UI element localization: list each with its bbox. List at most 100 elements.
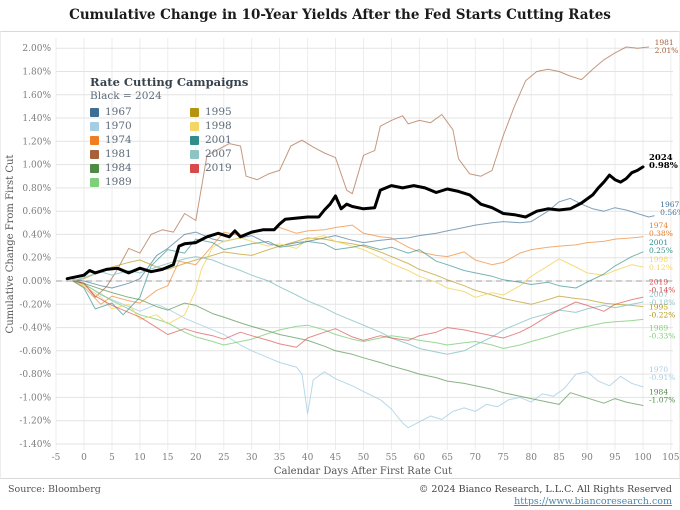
series-line-2024 (65, 165, 645, 281)
series-line-1998 (72, 235, 644, 325)
y-tick-label: -0.40% (19, 324, 51, 334)
end-label-value: -0.22% (649, 311, 675, 320)
x-axis-title: Calendar Days After First Rate Cut (274, 466, 452, 477)
chart-frame: 2.00% 1.80% 1.60% 1.40% 1.20% 1.00% 0.80% 0.60%… (0, 31, 680, 479)
y-tick-label: -0.60% (19, 347, 51, 357)
legend-label-1974: 1974 (105, 134, 132, 146)
y-axis-title: Cumulative Change From First Cut (5, 155, 16, 334)
legend-item-1970: 1970 (90, 119, 190, 133)
legend-item-1998: 1998 (190, 119, 290, 133)
x-tick-label: 75 (498, 453, 510, 463)
end-label-year: 1974 (649, 221, 668, 230)
series-line-2019 (72, 280, 644, 348)
line-chart-plot: 2.00% 1.80% 1.60% 1.40% 1.20% 1.00% 0.80% 0.60%… (5, 38, 680, 477)
copyright-text: © 2024 Bianco Research, L.L.C. All Right… (418, 484, 672, 495)
x-tick-label: 55 (386, 453, 398, 463)
legend-label-1967: 1967 (105, 106, 132, 118)
end-label-value: 0.12% (649, 263, 673, 272)
chart-legend: Rate Cutting Campaigns Black = 2024 1967… (90, 75, 300, 189)
x-tick-label: 65 (442, 453, 454, 463)
x-tick-label: 95 (609, 453, 621, 463)
end-label-year: 2001 (649, 238, 668, 247)
legend-swatch-1981 (90, 149, 99, 159)
x-tick-label: 20 (190, 453, 202, 463)
legend-label-2019: 2019 (205, 162, 232, 174)
end-label-value: -1.07% (649, 396, 675, 405)
series-line-1970 (72, 280, 644, 429)
legend-item-1995: 1995 (190, 105, 290, 119)
y-tick-label: -0.80% (19, 370, 51, 380)
x-tick-label: 15 (162, 453, 174, 463)
x-tick-label: 40 (302, 453, 314, 463)
legend-swatch-1967 (90, 107, 99, 117)
series-line-1974 (72, 224, 644, 305)
y-tick-label: 2.00% (22, 44, 51, 54)
x-tick-label: 30 (246, 453, 258, 463)
end-label-year: 2019 (649, 277, 668, 286)
end-label-value: 0.25% (649, 246, 673, 255)
y-tick-label: 0.60% (22, 207, 51, 217)
end-label-value: 0.56% (660, 208, 680, 217)
x-tick-label: -5 (52, 453, 61, 463)
end-label-value: -0.18% (649, 298, 675, 307)
x-tick-label: 70 (470, 453, 482, 463)
x-tick-label: 60 (414, 453, 426, 463)
y-tick-label: 0.40% (22, 230, 51, 240)
legend-item-1989: 1989 (90, 175, 190, 189)
legend-label-2001: 2001 (205, 134, 232, 146)
legend-label-1998: 1998 (205, 120, 232, 132)
series-line-1981 (72, 46, 650, 298)
x-tick-label: 50 (358, 453, 370, 463)
y-tick-label: 1.80% (22, 68, 51, 78)
y-tick-label: 1.20% (22, 137, 51, 147)
end-label-value: -0.91% (649, 373, 675, 382)
x-tick-label: 85 (553, 453, 565, 463)
legend-label-1995: 1995 (205, 106, 232, 118)
legend-item-2019: 2019 (190, 161, 290, 175)
legend-label-1989: 1989 (105, 176, 132, 188)
legend-swatch-2007 (190, 149, 199, 159)
legend-item-1967: 1967 (90, 105, 190, 119)
x-tick-label: 0 (81, 453, 87, 463)
end-label-value: -0.33% (649, 331, 675, 340)
x-tick-label: 25 (218, 453, 230, 463)
legend-items: 1967 1970 1974 1981 1984 1989 1995 1998 2001 2007… (90, 105, 300, 189)
legend-swatch-1984 (90, 163, 99, 173)
y-tick-label: 0.00% (22, 277, 51, 287)
x-tick-label: 90 (581, 453, 593, 463)
y-tick-label: 0.20% (22, 254, 51, 264)
legend-label-1984: 1984 (105, 162, 132, 174)
y-tick-label: -0.20% (19, 300, 51, 310)
x-tick-label: 105 (662, 453, 679, 463)
y-tick-label: 1.60% (22, 91, 51, 101)
end-label-year: 1995 (649, 303, 668, 312)
legend-item-2007: 2007 (190, 147, 290, 161)
legend-swatch-1995 (190, 107, 199, 117)
series-end-label-1989: 1989-0.33% (649, 323, 675, 340)
legend-label-1981: 1981 (105, 148, 132, 160)
end-label-value: 2.01% (655, 46, 679, 55)
legend-swatch-2019 (190, 163, 199, 173)
series-end-label-2019: 2019-0.14% (649, 277, 675, 294)
source-note: Source: Bloomberg (8, 484, 101, 495)
end-label-year: 1981 (655, 38, 674, 47)
legend-swatch-1970 (90, 121, 99, 131)
y-tick-label: 1.00% (22, 161, 51, 171)
x-tick-label: 80 (525, 453, 537, 463)
chart-title: Cumulative Change in 10-Year Yields Afte… (69, 7, 611, 23)
x-tick-label: 35 (274, 453, 286, 463)
y-tick-label: -1.20% (19, 417, 51, 427)
legend-item-2001: 2001 (190, 133, 290, 147)
research-url-link[interactable]: https://www.biancoresearch.com (514, 495, 672, 507)
x-tick-label: 100 (634, 453, 651, 463)
y-tick-label: 0.80% (22, 184, 51, 194)
legend-title: Rate Cutting Campaigns (90, 75, 249, 89)
end-label-year: 1970 (649, 365, 668, 374)
legend-swatch-1974 (90, 135, 99, 145)
